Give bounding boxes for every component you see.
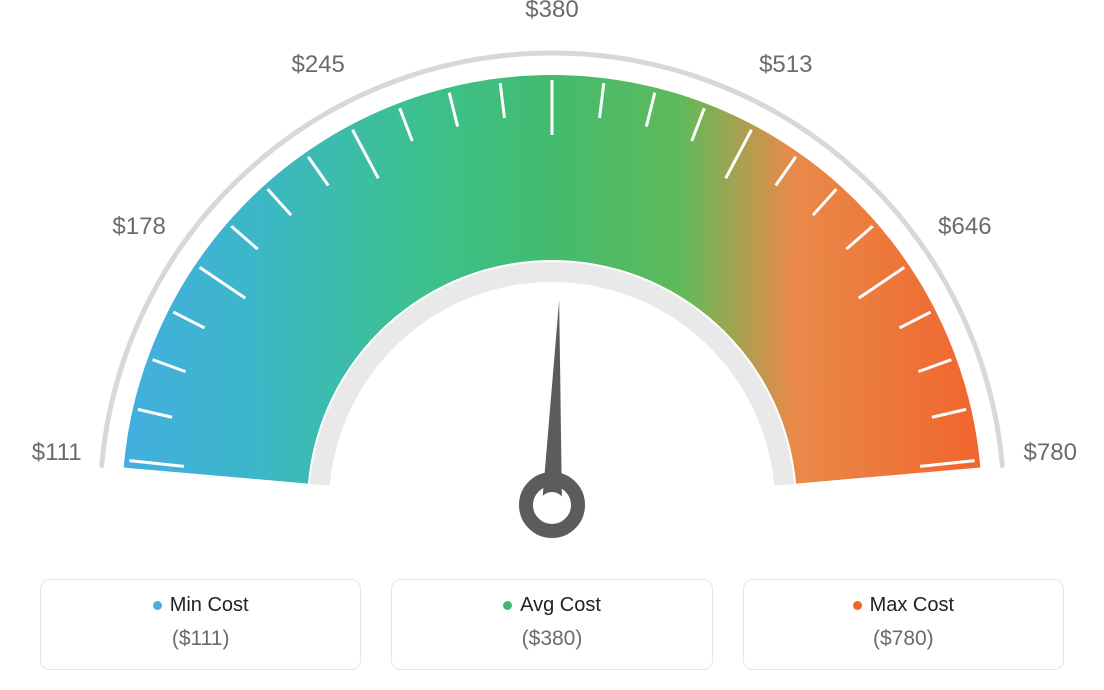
legend-dot-icon: [503, 601, 512, 610]
gauge-scale-label: $111: [32, 439, 82, 467]
legend-label-max: Max Cost: [870, 594, 954, 617]
legend-card-max: Max Cost ($780): [743, 579, 1064, 670]
gauge-scale-label: $646: [938, 213, 991, 241]
gauge-chart-container: $111 $178 $245 $380 $513 $646 $780 Min Cost ($…: [0, 0, 1104, 690]
legend-label-avg: Avg Cost: [520, 594, 601, 617]
gauge-scale-label: $780: [1024, 439, 1077, 467]
legend-dot-icon: [853, 601, 862, 610]
legend-label-min: Min Cost: [170, 594, 249, 617]
legend-value-min: ($111): [51, 627, 350, 651]
legend-title-min: Min Cost: [153, 594, 249, 617]
legend-dot-icon: [153, 601, 162, 610]
legend-value-max: ($780): [754, 627, 1053, 651]
gauge-area: $111 $178 $245 $380 $513 $646 $780: [0, 0, 1104, 560]
gauge-svg: [0, 0, 1104, 560]
legend-value-avg: ($380): [402, 627, 701, 651]
gauge-scale-label: $178: [112, 213, 165, 241]
gauge-scale-label: $245: [292, 51, 345, 79]
gauge-scale-label: $380: [525, 0, 578, 24]
legend-title-avg: Avg Cost: [503, 594, 601, 617]
legend-card-min: Min Cost ($111): [40, 579, 361, 670]
legend-title-max: Max Cost: [853, 594, 954, 617]
legend-card-avg: Avg Cost ($380): [391, 579, 712, 670]
gauge-scale-label: $513: [759, 51, 812, 79]
legend-row: Min Cost ($111) Avg Cost ($380) Max Cost…: [40, 579, 1064, 670]
